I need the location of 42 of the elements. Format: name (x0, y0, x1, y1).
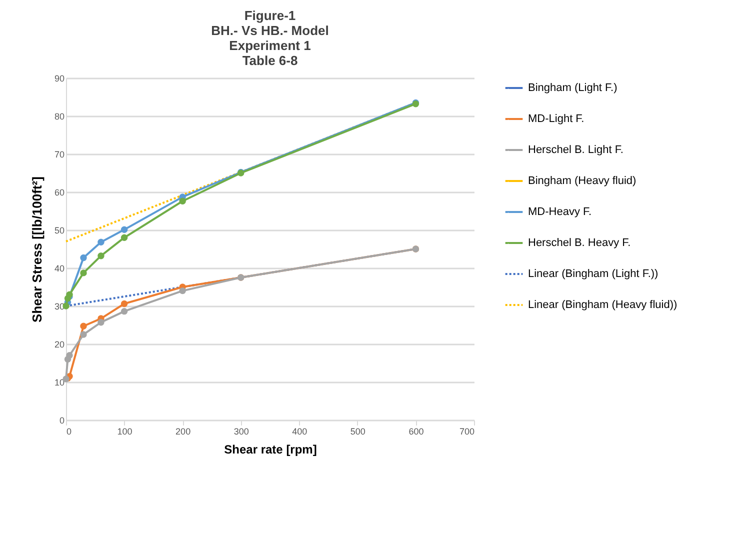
chart-title: Figure-1 BH.- Vs HB.- Model Experiment 1 Table 6-8 (211, 8, 329, 68)
legend-label: MD-Heavy F. (528, 206, 592, 218)
point (80, 254, 87, 262)
point (120, 226, 128, 233)
y-tick-label: 40 (54, 264, 64, 274)
legend-label: Linear (Bingham (Heavy fluid)) (528, 299, 678, 311)
x-axis-title: Shear rate [rpm] (224, 442, 317, 456)
point (80, 322, 87, 330)
legend-label: MD-Light F. (528, 113, 584, 125)
point (80, 331, 87, 338)
x-tick-label: 400 (292, 426, 308, 436)
point (179, 198, 186, 204)
x-tick-label: 600 (408, 426, 424, 436)
point (98, 252, 104, 260)
point (120, 308, 128, 315)
x-tick-label: 300 (234, 426, 249, 436)
legend-label: Herschel B. Heavy F. (528, 237, 631, 249)
y-tick-label: 70 (54, 150, 64, 160)
point (98, 238, 104, 246)
legend-label: Linear (Bingham (Light F.)) (528, 268, 658, 280)
legend-label: Bingham (Heavy fluid) (528, 175, 636, 187)
y-tick-label: 90 (54, 74, 64, 84)
x-tick-label: 500 (350, 426, 366, 436)
x-tick-label: 700 (459, 426, 474, 436)
point (66, 352, 73, 359)
x-tick-label: 100 (117, 426, 132, 436)
y-axis-title: Shear Stress [[lb/100ft²] (29, 176, 44, 322)
y-tick-label: 60 (54, 188, 64, 198)
x-tick-label: 0 (66, 426, 72, 436)
point (120, 300, 128, 308)
point (120, 234, 128, 241)
y-tick-label: 80 (54, 112, 64, 122)
point (98, 318, 104, 326)
y-tick-label: 50 (54, 226, 64, 236)
y-tick-label: 10 (54, 378, 64, 388)
point (80, 270, 87, 276)
point (179, 287, 186, 294)
y-tick-label: 0 (59, 416, 64, 426)
legend-label: Bingham (Light F.) (528, 82, 618, 94)
legend-label: Herschel B. Light F. (528, 144, 624, 156)
x-tick-label: 200 (176, 426, 191, 436)
y-tick-label: 20 (54, 340, 64, 350)
